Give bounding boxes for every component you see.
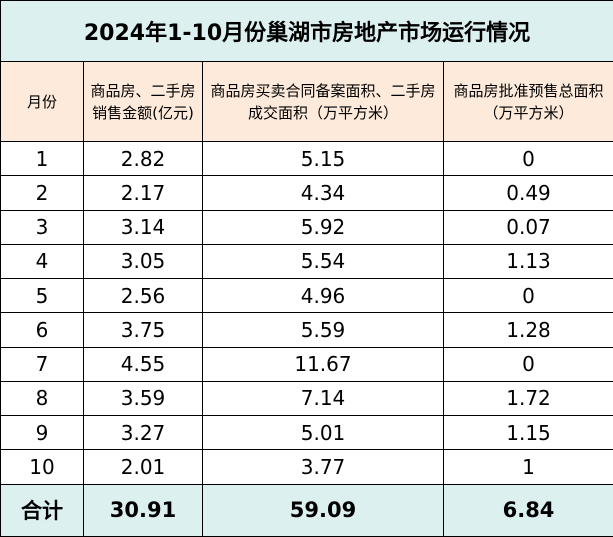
cell: 9 <box>0 415 84 451</box>
cell: 7 <box>0 346 84 382</box>
total-cell: 6.84 <box>442 483 613 537</box>
cell: 0.49 <box>442 175 613 211</box>
column-header: 月份 <box>0 61 84 143</box>
title-row: 2024年1-10月份巢湖市房地产市场运行情况 <box>0 0 613 63</box>
cell: 3.27 <box>83 415 203 451</box>
data-row: 4 3.05 5.54 1.13 <box>0 243 613 280</box>
cell: 3.05 <box>83 243 203 280</box>
cell: 1 <box>442 449 613 485</box>
cell: 0 <box>442 346 613 382</box>
cell: 1.13 <box>442 243 613 280</box>
cell: 1 <box>0 141 84 177</box>
cell: 4.55 <box>83 346 203 382</box>
column-header: 商品房、二手房销售金额(亿元) <box>83 61 203 143</box>
cell: 5.59 <box>202 312 444 348</box>
data-row: 7 4.55 11.67 0 <box>0 346 613 382</box>
data-row: 8 3.59 7.14 1.72 <box>0 380 613 417</box>
cell: 5.54 <box>202 243 444 280</box>
data-row: 1 2.82 5.15 0 <box>0 141 613 177</box>
header-row: 月份 商品房、二手房销售金额(亿元) 商品房买卖合同备案面积、二手房成交面积（万平方… <box>0 61 613 143</box>
cell: 5 <box>0 278 84 314</box>
column-header: 商品房买卖合同备案面积、二手房成交面积（万平方米） <box>202 61 444 143</box>
cell: 3.75 <box>83 312 203 348</box>
total-cell: 59.09 <box>202 483 444 537</box>
cell: 3 <box>0 209 84 245</box>
data-row: 2 2.17 4.34 0.49 <box>0 175 613 211</box>
total-cell: 30.91 <box>83 483 203 537</box>
cell: 3.14 <box>83 209 203 245</box>
total-cell: 合计 <box>0 483 84 537</box>
cell: 6 <box>0 312 84 348</box>
data-row: 3 3.14 5.92 0.07 <box>0 209 613 245</box>
cell: 2.82 <box>83 141 203 177</box>
cell: 2.56 <box>83 278 203 314</box>
data-row: 5 2.56 4.96 0 <box>0 278 613 314</box>
cell: 5.92 <box>202 209 444 245</box>
data-row: 6 3.75 5.59 1.28 <box>0 312 613 348</box>
cell: 2 <box>0 175 84 211</box>
cell: 10 <box>0 449 84 485</box>
total-row: 合计 30.91 59.09 6.84 <box>0 483 613 537</box>
cell: 11.67 <box>202 346 444 382</box>
cell: 0.07 <box>442 209 613 245</box>
cell: 3.77 <box>202 449 444 485</box>
data-row: 9 3.27 5.01 1.15 <box>0 415 613 451</box>
cell: 4 <box>0 243 84 280</box>
cell: 8 <box>0 380 84 417</box>
cell: 4.96 <box>202 278 444 314</box>
cell: 5.15 <box>202 141 444 177</box>
cell: 0 <box>442 141 613 177</box>
cell: 7.14 <box>202 380 444 417</box>
cell: 2.17 <box>83 175 203 211</box>
cell: 1.72 <box>442 380 613 417</box>
cell: 4.34 <box>202 175 444 211</box>
cell: 1.15 <box>442 415 613 451</box>
data-row: 10 2.01 3.77 1 <box>0 449 613 485</box>
cell: 5.01 <box>202 415 444 451</box>
column-header: 商品房批准预售总面积（万平方米） <box>442 61 613 143</box>
cell: 0 <box>442 278 613 314</box>
cell: 3.59 <box>83 380 203 417</box>
table-title: 2024年1-10月份巢湖市房地产市场运行情况 <box>0 0 613 63</box>
cell: 1.28 <box>442 312 613 348</box>
cell: 2.01 <box>83 449 203 485</box>
